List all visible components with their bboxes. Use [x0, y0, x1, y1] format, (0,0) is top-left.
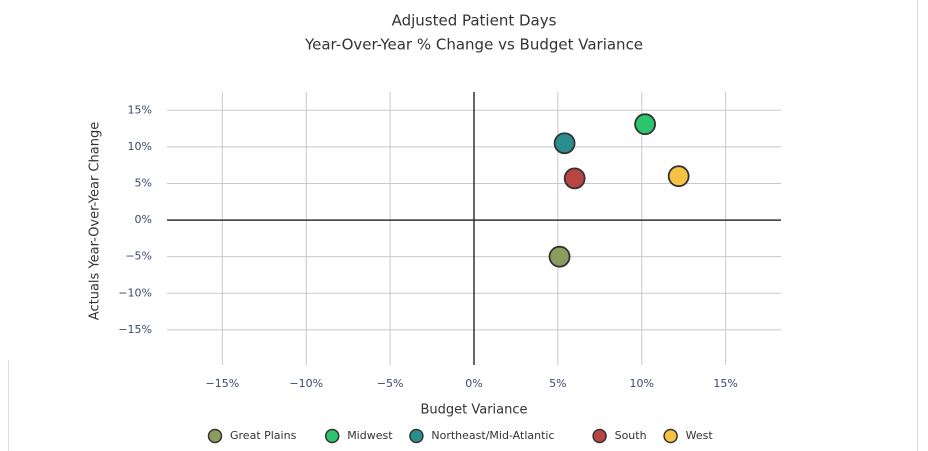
y-tick-label: −10%: [118, 286, 152, 299]
x-axis-label: Budget Variance: [420, 403, 527, 418]
x-tick-label: 0%: [465, 377, 482, 390]
y-tick-label: −5%: [125, 250, 152, 263]
y-axis-label: Actuals Year-Over-Year Change: [88, 122, 103, 320]
point: [553, 132, 576, 155]
legend-marker: [207, 428, 223, 444]
y-tick-label: 10%: [128, 140, 152, 153]
y-tick-label: 5%: [135, 176, 152, 189]
x-tick-label: −15%: [206, 377, 240, 390]
legend-marker: [324, 428, 340, 444]
legend-label: South: [615, 429, 647, 442]
y-tick-label: 0%: [135, 213, 152, 226]
legend-label: West: [686, 429, 714, 442]
point: [563, 167, 586, 190]
legend-marker: [663, 428, 678, 444]
legend-marker: [592, 428, 607, 444]
y-tick-label: −15%: [118, 323, 152, 336]
chart-subtitle: Year-Over-Year % Change vs Budget Varian…: [304, 36, 643, 54]
x-tick-label: −5%: [377, 377, 404, 390]
legend-label: Great Plains: [230, 429, 297, 442]
point: [634, 113, 657, 136]
chart-title: Adjusted Patient Days: [392, 12, 557, 30]
x-tick-label: 5%: [549, 377, 566, 390]
x-tick-label: 15%: [713, 377, 737, 390]
x-tick-label: −10%: [289, 377, 323, 390]
point: [667, 165, 690, 188]
point: [548, 245, 571, 268]
legend-marker: [409, 428, 424, 444]
y-tick-label: 15%: [128, 103, 152, 116]
legend-label: Northeast/Mid-Atlantic: [431, 429, 554, 442]
x-tick-label: 10%: [630, 377, 654, 390]
legend-label: Midwest: [347, 429, 393, 442]
